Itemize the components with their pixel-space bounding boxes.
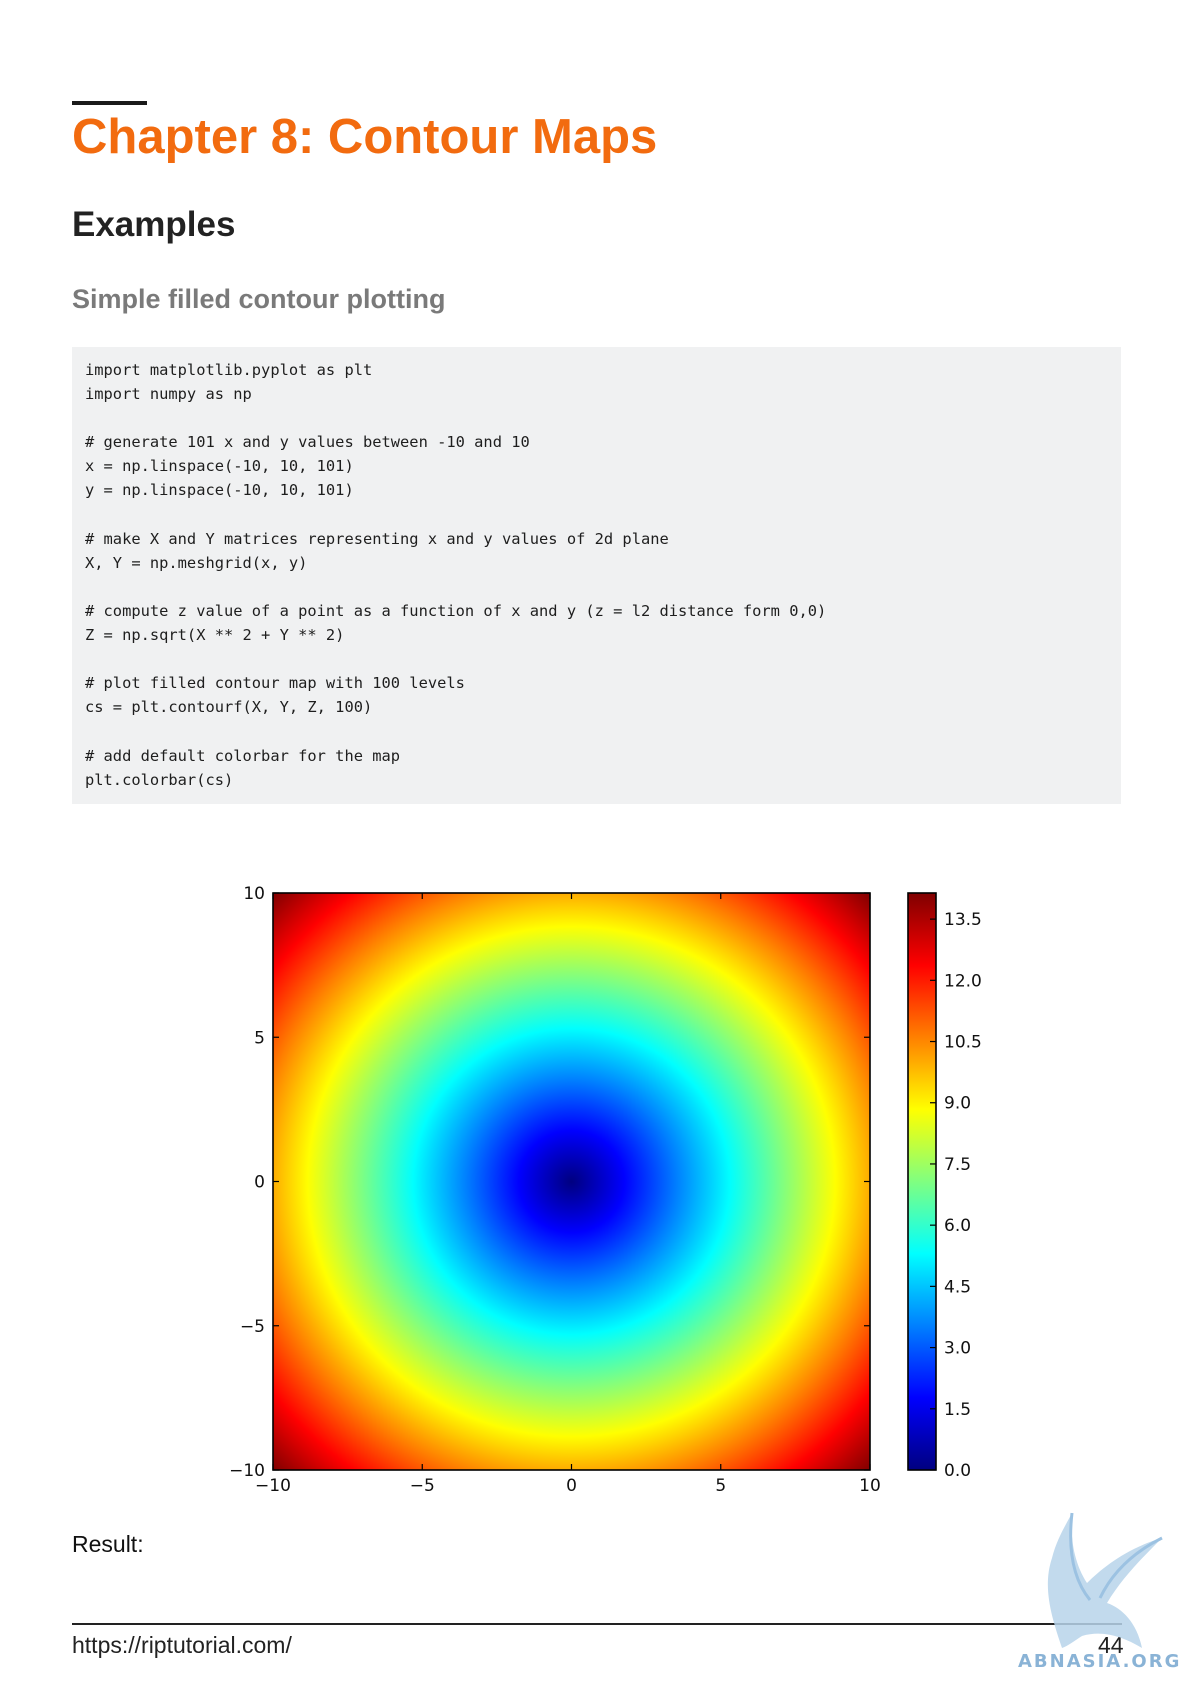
footer-url[interactable]: https://riptutorial.com/ [72,1632,292,1658]
x-tick-label: 10 [859,1476,881,1496]
code-line: # plot filled contour map with 100 level… [85,674,465,693]
colorbar-tick-label: 9.0 [944,1094,971,1114]
colorbar-ticks: 0.0 1.5 3.0 4.5 6.0 7.5 9.0 10.5 12.0 13.5 [930,910,982,1481]
colorbar-tick-label: 3.0 [944,1339,971,1359]
watermark-bird-icon [1047,1512,1163,1648]
colorbar-tick-label: 4.5 [944,1277,971,1297]
chapter-title: Chapter 8: Contour Maps [72,110,658,164]
colorbar-tick-label: 13.5 [944,910,982,930]
result-label: Result: [72,1531,144,1557]
colorbar-tick-label: 10.5 [944,1033,982,1053]
code-line: x = np.linspace(-10, 10, 101) [85,457,354,476]
y-tick-label: −10 [229,1461,265,1481]
colorbar [908,893,936,1470]
y-ticks: −10 −5 0 5 10 [229,885,870,1481]
colorbar-tick-label: 6.0 [944,1216,971,1236]
heatmap-fill [273,893,870,1470]
code-line: Z = np.sqrt(X ** 2 + Y ** 2) [85,626,345,645]
section-title: Examples [72,205,236,244]
y-tick-label: 0 [254,1173,265,1193]
code-block: import matplotlib.pyplot as plt import n… [72,347,1121,804]
subsection-title: Simple filled contour plotting [72,284,446,314]
code-line: import numpy as np [85,385,252,404]
code-line: plt.colorbar(cs) [85,770,234,789]
contour-plot: −10 −5 0 5 10 −10 −5 0 5 10 0.0 1.5 3.0 4.5 6.0 7.5 9.… [229,885,982,1496]
colorbar-tick-label: 1.5 [944,1400,971,1420]
colorbar-tick-label: 12.0 [944,971,982,991]
y-tick-label: 10 [243,885,265,904]
colorbar-frame [907,892,937,1471]
code-line: y = np.linspace(-10, 10, 101) [85,481,354,500]
colorbar-tick-label: 7.5 [944,1155,971,1175]
code-line [85,647,1108,671]
x-tick-label: −10 [255,1476,291,1496]
y-tick-label: 5 [254,1028,265,1048]
code-line [85,503,1108,527]
code-line [85,719,1108,743]
code-line: cs = plt.contourf(X, Y, Z, 100) [85,698,373,717]
code-line: # generate 101 x and y values between -1… [85,433,530,452]
y-tick-label: −5 [240,1317,265,1337]
watermark-text: ABNASIA.ORG [1018,1651,1182,1672]
code-line [85,406,1108,430]
x-tick-label: −5 [410,1476,435,1496]
code-line: X, Y = np.meshgrid(x, y) [85,553,308,572]
code-line: import matplotlib.pyplot as plt [85,361,373,379]
footer-rule [72,1623,1122,1625]
code-line: # compute z value of a point as a functi… [85,601,827,620]
code-line: # make X and Y matrices representing x a… [85,529,669,548]
chapter-rule [72,101,147,105]
x-tick-label: 5 [715,1476,726,1496]
colorbar-tick-label: 0.0 [944,1461,971,1481]
code-line: # add default colorbar for the map [85,746,401,765]
code-line [85,575,1108,599]
x-ticks: −10 −5 0 5 10 [255,893,881,1496]
x-tick-label: 0 [566,1476,577,1496]
